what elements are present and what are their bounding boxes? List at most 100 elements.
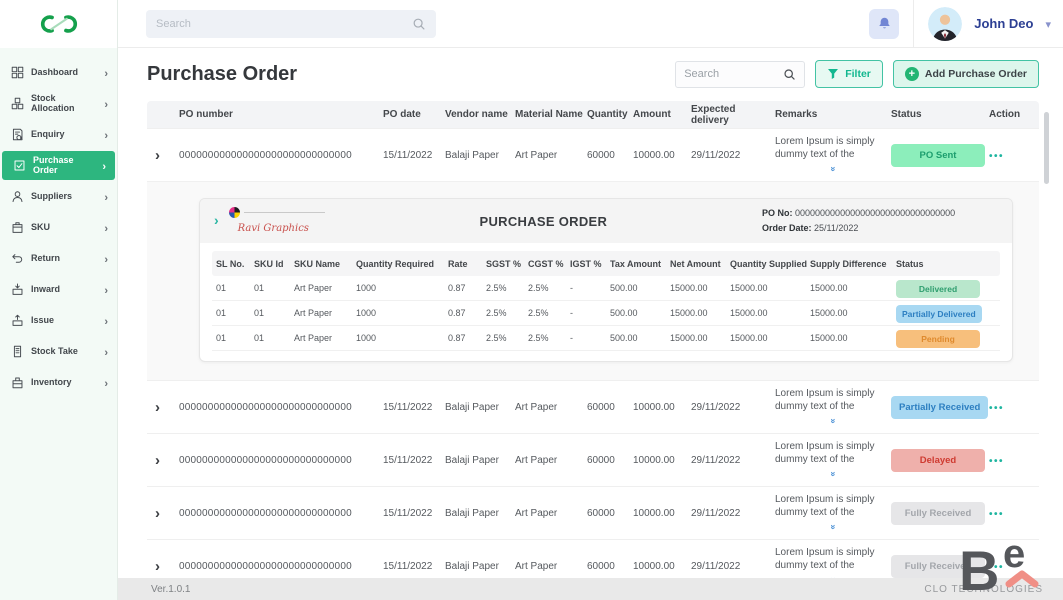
table-search-input[interactable] bbox=[684, 68, 784, 80]
expand-row-icon[interactable] bbox=[155, 452, 171, 468]
table-row[interactable]: 000000000000000000000000000000 15/11/202… bbox=[147, 539, 1039, 578]
row-actions-icon[interactable] bbox=[989, 451, 1023, 469]
remarks-line: Lorem Ipsum is simply bbox=[775, 547, 875, 558]
sidebar-item[interactable]: Stock Allocation bbox=[0, 89, 117, 118]
remarks-line: Lorem Ipsum is simply bbox=[775, 136, 875, 147]
tax-amount-cell: 500.00 bbox=[610, 283, 638, 293]
detail-column-header: Tax Amount bbox=[610, 258, 661, 269]
global-search[interactable] bbox=[146, 9, 436, 38]
status-cell: Partially Received bbox=[891, 395, 989, 419]
filter-button[interactable]: Filter bbox=[815, 60, 883, 88]
sidebar-item[interactable]: Inward bbox=[0, 275, 117, 304]
detail-column-header: SKU Id bbox=[254, 258, 284, 269]
notifications-button[interactable] bbox=[869, 8, 900, 39]
page-title: Purchase Order bbox=[147, 62, 298, 85]
remarks-line: dummy text of the bbox=[775, 454, 855, 465]
detail-table-row: 01 01 Art Paper 1000 0.87 2.5% 2.5% - 50… bbox=[212, 276, 1000, 301]
detail-header: Ravi Graphics PURCHASE ORDER PO No: 0000… bbox=[200, 199, 1012, 243]
sidebar-item[interactable]: Dashboard bbox=[0, 58, 117, 87]
global-search-input[interactable] bbox=[156, 17, 404, 30]
search-icon bbox=[784, 68, 795, 80]
remarks-cell: Lorem Ipsum is simply dummy text of the bbox=[775, 546, 891, 578]
expected-delivery-cell: 29/11/2022 bbox=[691, 560, 741, 572]
igst-cell: - bbox=[570, 308, 573, 318]
chevron-right-icon bbox=[104, 219, 108, 237]
detail-status-cell: Delivered bbox=[896, 279, 984, 298]
table-row[interactable]: 000000000000000000000000000000 15/11/202… bbox=[147, 128, 1039, 181]
user-name[interactable]: John Deo bbox=[974, 16, 1034, 31]
qty-supplied-cell: 15000.00 bbox=[730, 283, 768, 293]
plus-icon bbox=[904, 67, 919, 81]
expand-row-icon[interactable] bbox=[155, 147, 171, 163]
purchase-order-detail-card: Ravi Graphics PURCHASE ORDER PO No: 0000… bbox=[199, 198, 1013, 362]
table-scrollbar[interactable] bbox=[1044, 112, 1049, 184]
remarks-line: dummy text of the bbox=[775, 507, 855, 518]
add-purchase-order-button[interactable]: Add Purchase Order bbox=[892, 60, 1039, 88]
column-header: Material Name bbox=[515, 109, 583, 120]
logo-underline bbox=[243, 211, 325, 213]
sku-name-cell: Art Paper bbox=[294, 333, 333, 343]
sgst-cell: 2.5% bbox=[486, 283, 507, 293]
sidebar-item[interactable]: Issue bbox=[0, 306, 117, 335]
amount-cell: 10000.00 bbox=[633, 149, 675, 161]
sidebar-item[interactable]: Purchase Order bbox=[2, 151, 115, 180]
detail-column-header: IGST % bbox=[570, 258, 602, 269]
expand-remarks-icon[interactable] bbox=[775, 467, 891, 480]
expected-delivery-cell: 29/11/2022 bbox=[691, 507, 741, 519]
avatar-image bbox=[928, 6, 963, 41]
sidebar-item[interactable]: Stock Take bbox=[0, 337, 117, 366]
column-header: Vendor name bbox=[445, 109, 508, 120]
expand-row-icon[interactable] bbox=[155, 505, 171, 521]
expand-row-icon[interactable] bbox=[155, 558, 171, 574]
chevron-right-icon bbox=[104, 374, 108, 392]
row-actions-icon[interactable] bbox=[989, 557, 1023, 575]
sidebar-item-icon bbox=[13, 345, 22, 358]
remarks-line: Lorem Ipsum is simply bbox=[775, 388, 875, 399]
infinity-logo-icon bbox=[40, 15, 77, 33]
avatar[interactable] bbox=[928, 6, 963, 41]
chevron-right-icon bbox=[104, 250, 108, 268]
sidebar-item-label: Stock Allocation bbox=[31, 93, 75, 113]
sidebar-item[interactable]: Return bbox=[0, 244, 117, 273]
sidebar-item-icon bbox=[11, 97, 24, 110]
row-actions-icon[interactable] bbox=[989, 398, 1023, 416]
supply-difference-cell: 15000.00 bbox=[810, 308, 848, 318]
filter-button-label: Filter bbox=[845, 68, 871, 80]
expand-remarks-icon[interactable] bbox=[775, 414, 891, 427]
chevron-down-icon[interactable] bbox=[1045, 15, 1051, 33]
expand-row-icon[interactable] bbox=[155, 399, 171, 415]
remarks-line: dummy text of the bbox=[775, 560, 855, 571]
remarks-line: Lorem Ipsum is simply bbox=[775, 494, 875, 505]
expand-remarks-icon[interactable] bbox=[775, 573, 891, 578]
cgst-cell: 2.5% bbox=[528, 283, 549, 293]
sidebar-item[interactable]: Suppliers bbox=[0, 182, 117, 211]
sidebar-item[interactable]: Enquiry bbox=[0, 120, 117, 149]
collapse-detail-icon[interactable] bbox=[214, 212, 219, 230]
table-row[interactable]: 000000000000000000000000000000 15/11/202… bbox=[147, 486, 1039, 539]
remarks-cell: Lorem Ipsum is simply dummy text of the bbox=[775, 387, 891, 427]
status-badge: Pending bbox=[896, 329, 980, 348]
app-logo[interactable] bbox=[0, 0, 117, 48]
funnel-icon bbox=[828, 69, 839, 79]
detail-column-header: CGST % bbox=[528, 258, 564, 269]
detail-status-cell: Partially Delivered bbox=[896, 304, 984, 323]
row-actions-icon[interactable] bbox=[989, 504, 1023, 522]
po-date-cell: 15/11/2022 bbox=[383, 149, 433, 161]
table-row[interactable]: 000000000000000000000000000000 15/11/202… bbox=[147, 433, 1039, 486]
chevron-right-icon bbox=[102, 157, 106, 175]
po-number-cell: 000000000000000000000000000000 bbox=[179, 149, 352, 161]
qty-required-cell: 1000 bbox=[356, 308, 377, 318]
supply-difference-cell: 15000.00 bbox=[810, 283, 848, 293]
table-row[interactable]: 000000000000000000000000000000 15/11/202… bbox=[147, 380, 1039, 433]
supply-difference-cell: 15000.00 bbox=[810, 333, 848, 343]
sidebar-item[interactable]: Inventory bbox=[0, 368, 117, 397]
sidebar-item[interactable]: SKU bbox=[0, 213, 117, 242]
expand-remarks-icon[interactable] bbox=[775, 520, 891, 533]
chevron-right-icon bbox=[104, 126, 108, 144]
table-search[interactable] bbox=[675, 60, 806, 88]
detail-column-header: Quantity Required bbox=[356, 258, 435, 269]
row-actions-icon[interactable] bbox=[989, 146, 1023, 164]
sidebar-item-icon bbox=[12, 314, 23, 326]
footer: Ver.1.0.1 CLO TECHNOLOGIES bbox=[118, 578, 1063, 600]
expand-remarks-icon[interactable] bbox=[775, 162, 891, 175]
